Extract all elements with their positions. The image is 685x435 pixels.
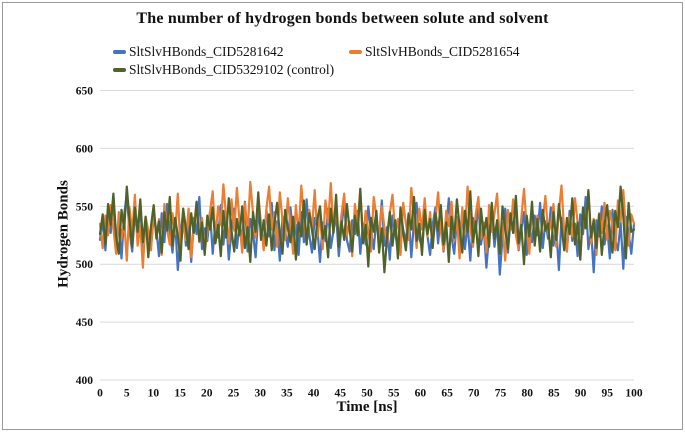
x-tick-45: 45 bbox=[335, 388, 347, 400]
legend-label: SltSlvHBonds_CID5329102 (control) bbox=[129, 62, 335, 77]
legend-label: SltSlvHBonds_CID5281642 bbox=[129, 44, 284, 59]
series-line-2 bbox=[98, 185, 636, 274]
y-tick-400: 400 bbox=[76, 375, 94, 387]
x-tick-65: 65 bbox=[441, 388, 453, 400]
x-tick-70: 70 bbox=[468, 388, 480, 400]
x-tick-95: 95 bbox=[602, 388, 614, 400]
x-tick-5: 5 bbox=[124, 388, 130, 400]
x-tick-80: 80 bbox=[521, 388, 533, 400]
x-tick-55: 55 bbox=[388, 388, 400, 400]
chart-card: The number of hydrogen bonds between sol… bbox=[2, 2, 683, 430]
plot-area: 400 450 500 550 600 650 0 5 10 15 20 25 30 35 40 45 50 55… bbox=[76, 86, 643, 400]
y-tick-450: 450 bbox=[76, 317, 94, 329]
y-tick-600: 600 bbox=[76, 143, 94, 155]
x-tick-20: 20 bbox=[201, 388, 213, 400]
x-tick-75: 75 bbox=[495, 388, 507, 400]
legend-row-2: SltSlvHBonds_CID5329102 (control) bbox=[113, 61, 593, 79]
x-tick-100: 100 bbox=[625, 388, 643, 400]
y-tick-500: 500 bbox=[76, 259, 94, 271]
x-tick-30: 30 bbox=[254, 388, 266, 400]
legend-item-cid5329102-control: SltSlvHBonds_CID5329102 (control) bbox=[113, 62, 349, 78]
legend-row-1: SltSlvHBonds_CID5281642 SltSlvHBonds_CID… bbox=[113, 43, 593, 61]
legend-marker-orange-icon bbox=[349, 50, 362, 54]
y-tick-650: 650 bbox=[76, 86, 94, 98]
y-axis-label: Hydrogen Bonds bbox=[55, 180, 72, 288]
x-tick-35: 35 bbox=[281, 388, 293, 400]
legend-label: SltSlvHBonds_CID5281654 bbox=[365, 44, 520, 59]
legend: SltSlvHBonds_CID5281642 SltSlvHBonds_CID… bbox=[113, 43, 593, 79]
x-tick-60: 60 bbox=[415, 388, 427, 400]
x-axis-label: Time [ns] bbox=[336, 399, 398, 415]
x-tick-0: 0 bbox=[97, 388, 103, 400]
legend-marker-blue-icon bbox=[113, 50, 126, 54]
legend-marker-green-icon bbox=[113, 68, 126, 72]
legend-item-cid5281654: SltSlvHBonds_CID5281654 bbox=[349, 44, 520, 60]
series-line-1 bbox=[98, 180, 636, 269]
x-tick-25: 25 bbox=[228, 388, 240, 400]
x-tick-15: 15 bbox=[174, 388, 186, 400]
x-tick-90: 90 bbox=[575, 388, 587, 400]
x-tick-10: 10 bbox=[148, 388, 160, 400]
x-tick-50: 50 bbox=[361, 388, 373, 400]
y-tick-550: 550 bbox=[76, 201, 94, 213]
legend-item-cid5281642: SltSlvHBonds_CID5281642 bbox=[113, 44, 349, 60]
x-tick-85: 85 bbox=[548, 388, 560, 400]
chart-title: The number of hydrogen bonds between sol… bbox=[136, 10, 549, 27]
x-tick-40: 40 bbox=[308, 388, 320, 400]
